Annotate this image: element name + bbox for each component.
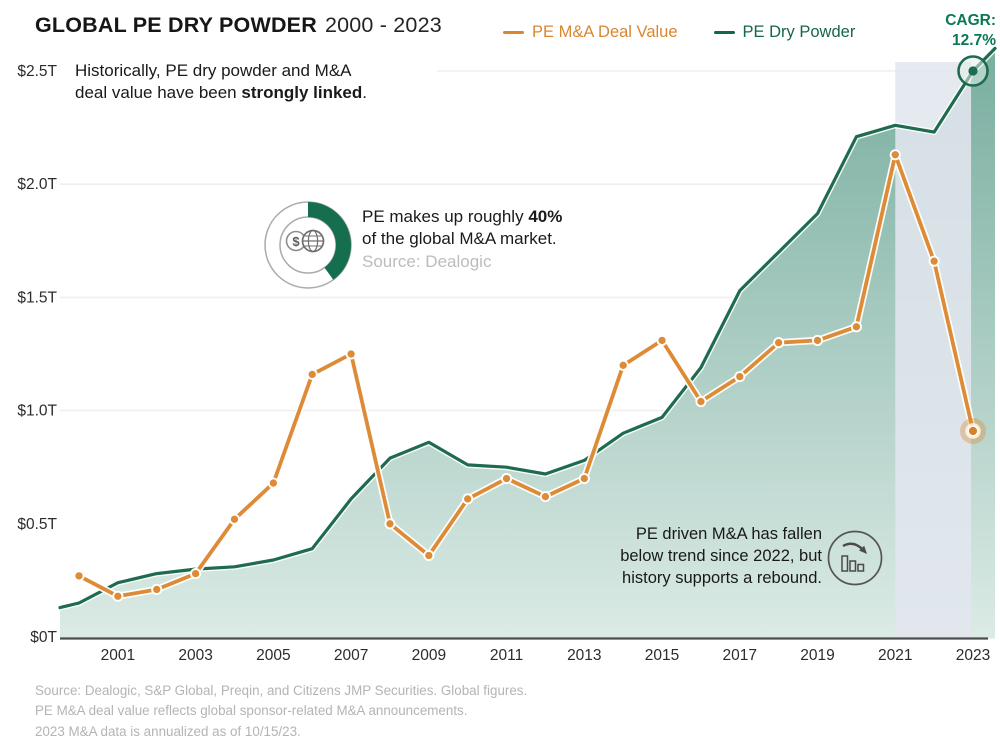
intro-line-1: Historically, PE dry powder and M&A	[75, 61, 352, 80]
deal-value-point	[501, 472, 513, 485]
deal-value-line	[77, 152, 975, 599]
deal-value-point	[539, 491, 551, 503]
deal-value-point	[889, 149, 901, 161]
deal-value-point	[462, 493, 474, 505]
title-range: 2000 - 2023	[324, 13, 442, 37]
x-tick-label: 2007	[334, 647, 368, 664]
source-line-1: Source: Dealogic, S&P Global, Preqin, an…	[35, 683, 528, 698]
svg-text:$: $	[292, 234, 300, 249]
deal-value-point	[850, 321, 862, 333]
donut-source: Source: Dealogic	[362, 251, 492, 271]
x-tick-label: 2001	[101, 647, 135, 664]
deal-value-point	[306, 368, 318, 380]
legend-item-deal-value: PE M&A Deal Value	[503, 23, 678, 42]
deal-value-point	[617, 359, 629, 371]
deal-value-point	[811, 334, 824, 346]
deal-value-point	[656, 334, 668, 346]
donut-line-1: PE makes up roughly 40%	[362, 207, 563, 226]
y-tick-label: $0.5T	[17, 516, 57, 533]
deal-value-point	[228, 513, 241, 525]
cagr-value: 12.7%	[952, 32, 996, 50]
cagr-label: CAGR:	[945, 12, 996, 29]
deal-value-point	[773, 337, 785, 349]
deal-value-point	[267, 477, 279, 489]
deal-value-point	[384, 518, 396, 530]
rebound-line-2: below trend since 2022, but	[620, 547, 822, 566]
deal-value-point	[345, 348, 357, 360]
x-tick-label: 2017	[723, 647, 757, 664]
deal-value-line-icon	[503, 31, 524, 34]
legend-item-dry-powder: PE Dry Powder	[713, 23, 856, 42]
rebound-line-1: PE driven M&A has fallen	[635, 525, 822, 543]
deal-value-point	[73, 570, 85, 582]
x-tick-label: 2003	[178, 647, 212, 664]
globe-icon	[301, 229, 325, 253]
x-tick-label: 2023	[956, 647, 990, 664]
dry-powder-line-icon	[713, 31, 735, 34]
x-tick-label: 2005	[256, 647, 290, 664]
deal-value-point	[578, 472, 590, 485]
deal-value-point	[112, 590, 124, 602]
chart-legend: PE M&A Deal Value PE Dry Powder	[503, 23, 855, 42]
legend-label-deal-value: PE M&A Deal Value	[532, 23, 678, 41]
donut-chart-icon: $	[264, 201, 352, 289]
legend-label-dry-powder: PE Dry Powder	[742, 23, 856, 41]
rebound-annotation: PE driven M&A has fallen below trend sin…	[590, 523, 822, 589]
deal-value-point	[734, 371, 746, 383]
highlight-band	[895, 62, 972, 639]
deal-value-point	[151, 583, 163, 596]
intro-line-2: deal value have been strongly linked.	[75, 83, 368, 103]
source-footnote: Source: Dealogic, S&P Global, Preqin, an…	[35, 681, 527, 741]
x-tick-label: 2011	[490, 647, 523, 664]
y-tick-label: $2.5T	[17, 63, 57, 80]
source-line-3: 2023 M&A data is annualized as of 10/15/…	[35, 723, 301, 739]
y-tick-label: $1.5T	[17, 289, 57, 306]
deal-value-point	[423, 549, 435, 562]
donut-line-2: of the global M&A market.	[362, 229, 557, 249]
source-line-2: PE M&A deal value reflects global sponso…	[35, 703, 468, 719]
x-tick-label: 2021	[878, 647, 912, 664]
donut-40pct-arc	[307, 202, 351, 280]
deal-value-point	[928, 255, 940, 267]
rebound-line-3: history supports a rebound.	[622, 569, 822, 588]
deal-value-point	[190, 568, 202, 580]
x-tick-label: 2013	[567, 647, 601, 664]
dry-powder-area	[60, 48, 995, 639]
dollar-icon: $	[285, 230, 307, 252]
x-tick-label: 2019	[800, 647, 834, 664]
donut-annotation: PE makes up roughly 40% of the global M&…	[362, 206, 652, 273]
intro-annotation: Historically, PE dry powder and M&A deal…	[75, 60, 415, 105]
cagr-callout: CAGR: 12.7%	[945, 11, 996, 51]
page-title: GLOBAL PE DRY POWDER 2000 - 2023	[35, 13, 442, 38]
x-tick-label: 2009	[412, 647, 446, 664]
y-tick-label: $1.0T	[17, 403, 57, 420]
title-main: GLOBAL PE DRY POWDER	[35, 13, 317, 37]
x-tick-label: 2015	[645, 647, 679, 664]
y-tick-label: $0T	[30, 629, 57, 646]
declining-chart-icon	[827, 530, 883, 586]
deal-value-point	[695, 395, 707, 408]
y-tick-label: $2.0T	[17, 176, 57, 193]
